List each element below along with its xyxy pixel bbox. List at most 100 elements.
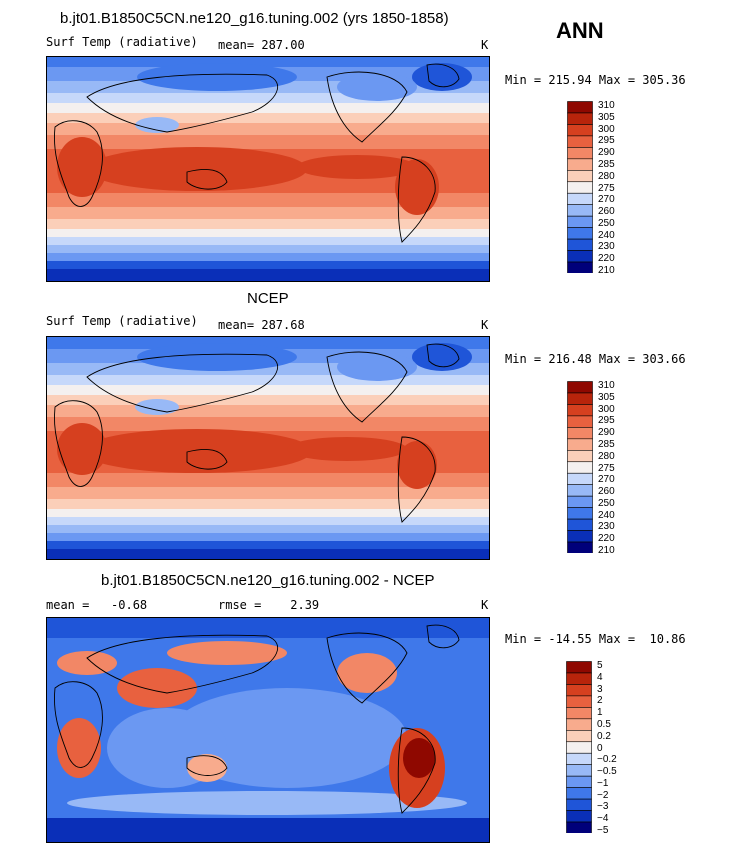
band-antarctic1 (47, 541, 489, 549)
band-antarctic2 (47, 549, 489, 559)
arctic-band (47, 618, 489, 638)
panel3-mean: mean = -0.68 (46, 598, 148, 612)
colorbar-tick-label: 210 (598, 545, 615, 556)
panel2-map-svg (47, 337, 489, 559)
colorbar-swatch (567, 484, 593, 497)
europe-warm (57, 651, 117, 675)
band-north-temperate (47, 93, 489, 103)
panel1-map (46, 56, 490, 282)
band-south-transition (47, 509, 489, 517)
colorbar-tick-label: 290 (598, 427, 615, 439)
colorbar-swatch (566, 764, 592, 777)
panel3-colorbar-svg (566, 661, 592, 834)
colorbar-swatch (567, 381, 593, 394)
colorbar-swatch (566, 810, 592, 823)
colorbar-swatch (567, 404, 593, 417)
colorbar-swatch (567, 518, 593, 531)
panel3-map (46, 617, 490, 843)
colorbar-swatch (566, 684, 592, 697)
colorbar-tick-label: 270 (598, 474, 615, 486)
colorbar-swatch (567, 450, 593, 463)
canada-cold (337, 73, 417, 101)
colorbar-swatch (567, 541, 593, 554)
panel1-units: K (481, 38, 489, 52)
colorbar-swatch (567, 135, 593, 148)
colorbar-swatch (567, 112, 593, 125)
colorbar-tick-label: 220 (598, 533, 615, 545)
colorbar-swatch (566, 798, 592, 811)
band-south-warm (47, 207, 489, 219)
amazon-hot (403, 738, 435, 778)
colorbar-tick-label: 275 (598, 182, 615, 194)
band-south-cold2 (47, 533, 489, 541)
panel1-mean: mean= 287.00 (218, 38, 305, 52)
band-antarctic1 (47, 261, 489, 269)
panel1-minmax: Min = 215.94 Max = 305.36 (505, 73, 686, 87)
panel3-minmax: Min = -14.55 Max = 10.86 (505, 632, 686, 646)
colorbar-swatch (567, 192, 593, 205)
colorbar-tick-label: −4 (597, 813, 609, 825)
australia-warm (187, 754, 227, 782)
colorbar-swatch (567, 101, 593, 114)
band-north-pole (47, 337, 489, 349)
antarctic-band (47, 818, 489, 842)
colorbar-swatch (566, 752, 592, 765)
band-subtropic-s (47, 473, 489, 487)
colorbar-swatch (567, 415, 593, 428)
coastlines (54, 624, 460, 814)
season-label: ANN (556, 18, 604, 43)
colorbar-tick-label: 4 (597, 671, 603, 683)
colorbar-tick-label: 280 (598, 170, 615, 182)
colorbar-tick-label: 305 (598, 391, 615, 403)
colorbar-swatch (566, 821, 592, 834)
siberia-warm (167, 641, 287, 665)
colorbar-tick-label: 3 (597, 683, 603, 695)
colorbar-swatch (566, 718, 592, 731)
colorbar-tick-label: 285 (598, 158, 615, 170)
band-antarctic2 (47, 269, 489, 281)
colorbar-tick-label: 210 (598, 265, 615, 276)
colorbar-swatch (566, 695, 592, 708)
colorbar-swatch (567, 238, 593, 251)
colorbar-tick-label: 240 (598, 509, 615, 521)
colorbar-swatch (567, 495, 593, 508)
band-north-transition (47, 103, 489, 113)
colorbar-swatch (567, 170, 593, 183)
colorbar-tick-label: 285 (598, 438, 615, 450)
africa-warm (57, 718, 101, 778)
southern-lighter (67, 791, 467, 815)
siberia-cold (137, 63, 297, 91)
colorbar-tick-label: 0.5 (597, 718, 611, 730)
colorbar-tick-label: 310 (598, 380, 615, 391)
pacific-lighter (167, 688, 407, 788)
colorbar-swatch (567, 227, 593, 240)
warm-pool (82, 429, 312, 473)
colorbar-swatch (567, 392, 593, 405)
colorbar-tick-label: 260 (598, 486, 615, 498)
colorbar-tick-label: 230 (598, 241, 615, 253)
coastlines (54, 343, 460, 523)
africa-hot (57, 137, 107, 197)
panel1-map-svg (47, 57, 489, 281)
band-north-pole (47, 57, 489, 67)
south-america-hot (397, 441, 437, 489)
colorbar-swatch (567, 147, 593, 160)
colorbar-swatch (567, 261, 593, 274)
siberia-cold (137, 343, 297, 371)
panel1-title: b.jt01.B1850C5CN.ne120_g16.tuning.002 (y… (60, 10, 449, 27)
colorbar-tick-label: 280 (598, 450, 615, 462)
panel1-colorbar (567, 101, 593, 278)
colorbar-swatch (567, 124, 593, 137)
panel2-colorbar-svg (567, 381, 593, 554)
greenland-cold (412, 343, 472, 371)
colorbar-swatch (566, 787, 592, 800)
colorbar-tick-label: 1 (597, 707, 603, 719)
colorbar-swatch (566, 775, 592, 788)
panel3-rmse: rmse = 2.39 (218, 598, 320, 612)
eastern-pacific-warm (297, 155, 417, 179)
colorbar-tick-label: 250 (598, 497, 615, 509)
band-south-cold1 (47, 245, 489, 253)
band-south-mild (47, 219, 489, 229)
panel2-minmax: Min = 216.48 Max = 303.66 (505, 352, 686, 366)
colorbar-tick-label: 300 (598, 403, 615, 415)
